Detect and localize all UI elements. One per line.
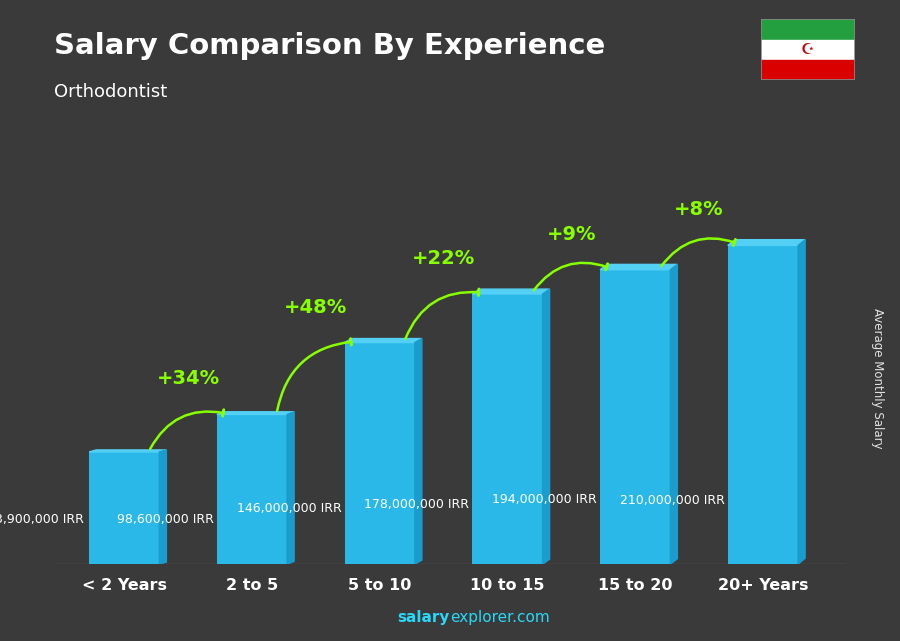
Text: salary: salary: [398, 610, 450, 625]
Text: Orthodontist: Orthodontist: [54, 83, 167, 101]
Bar: [345, 342, 415, 564]
Text: 194,000,000 IRR: 194,000,000 IRR: [492, 493, 597, 506]
Bar: [760, 19, 855, 40]
Bar: [728, 246, 798, 564]
Text: 178,000,000 IRR: 178,000,000 IRR: [364, 498, 469, 511]
Text: 146,000,000 IRR: 146,000,000 IRR: [237, 502, 341, 515]
Text: +48%: +48%: [284, 297, 347, 317]
Polygon shape: [415, 338, 422, 564]
Text: Average Monthly Salary: Average Monthly Salary: [871, 308, 884, 449]
Polygon shape: [798, 240, 806, 564]
Bar: [600, 270, 670, 564]
Polygon shape: [670, 264, 678, 564]
Text: 210,000,000 IRR: 210,000,000 IRR: [620, 494, 724, 507]
Bar: [89, 452, 159, 564]
Text: +34%: +34%: [157, 369, 220, 388]
Bar: [760, 60, 855, 80]
Text: 73,900,000 IRR: 73,900,000 IRR: [0, 513, 84, 526]
Bar: [760, 40, 855, 60]
Bar: [217, 415, 287, 564]
Polygon shape: [217, 412, 294, 415]
Polygon shape: [472, 289, 550, 294]
Bar: [472, 294, 543, 564]
Polygon shape: [89, 450, 166, 452]
Polygon shape: [287, 412, 294, 564]
Polygon shape: [728, 240, 806, 246]
Text: +22%: +22%: [412, 249, 475, 268]
Text: +9%: +9%: [546, 224, 596, 244]
Polygon shape: [345, 338, 422, 342]
Polygon shape: [600, 264, 678, 270]
Text: Salary Comparison By Experience: Salary Comparison By Experience: [54, 32, 605, 60]
Text: 98,600,000 IRR: 98,600,000 IRR: [117, 513, 213, 526]
Text: +8%: +8%: [674, 201, 724, 219]
Polygon shape: [159, 450, 166, 564]
Text: ☪: ☪: [801, 42, 814, 57]
Text: explorer.com: explorer.com: [450, 610, 550, 625]
Polygon shape: [543, 289, 550, 564]
